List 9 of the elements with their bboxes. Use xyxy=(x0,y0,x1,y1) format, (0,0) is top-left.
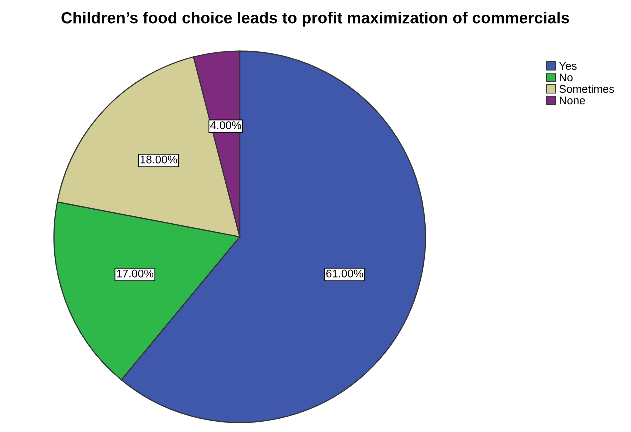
legend-label: None xyxy=(560,96,586,105)
data-label: 17.00% xyxy=(117,270,154,278)
data-label: 18.00% xyxy=(140,156,178,164)
legend-label: Sometimes xyxy=(560,84,614,94)
legend-label: Yes xyxy=(559,62,577,70)
chart-title: Children’s food choice leads to profit maximization of commercials xyxy=(62,12,570,27)
data-label: 4.00% xyxy=(210,122,242,130)
data-label: 61.00% xyxy=(326,270,364,278)
legend-label: No xyxy=(560,74,573,82)
